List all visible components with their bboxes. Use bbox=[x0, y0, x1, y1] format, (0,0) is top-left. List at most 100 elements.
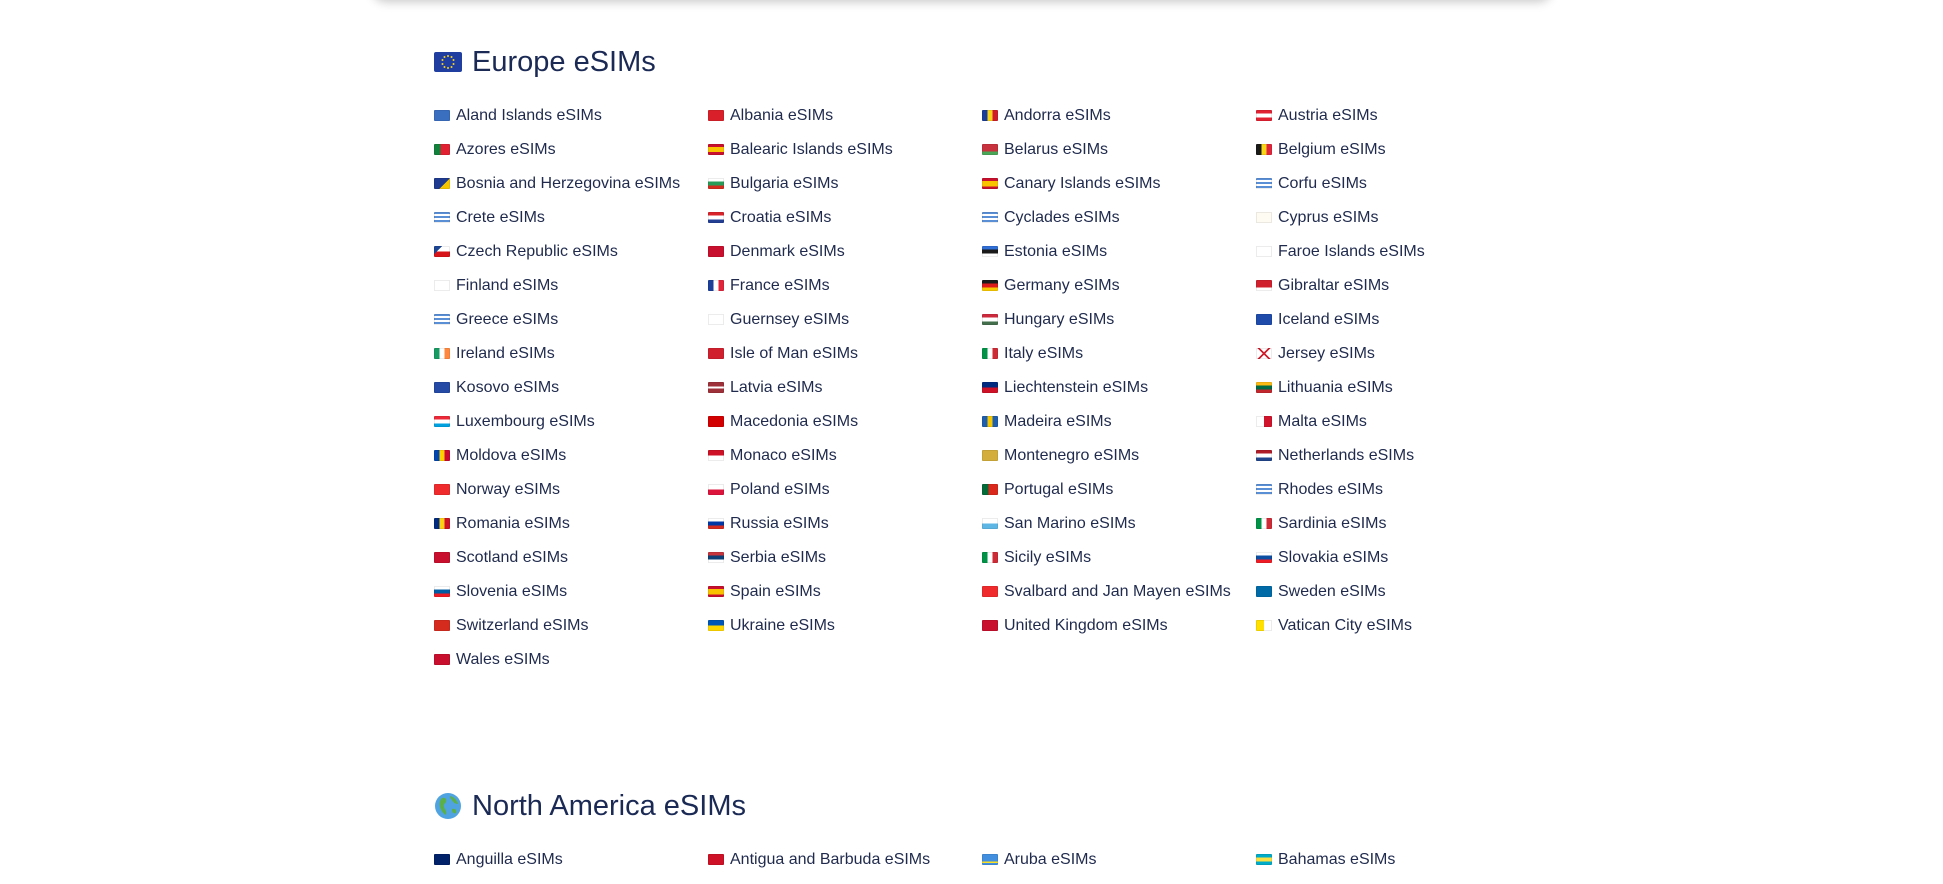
country-link-isle-of-man[interactable]: Isle of Man eSIMs bbox=[708, 342, 982, 366]
country-link-sardinia[interactable]: Sardinia eSIMs bbox=[1256, 512, 1530, 536]
country-link-azores[interactable]: Azores eSIMs bbox=[434, 138, 708, 162]
country-label: Ukraine eSIMs bbox=[730, 617, 835, 634]
country-link-antigua-and-barbuda[interactable]: Antigua and Barbuda eSIMs bbox=[708, 848, 982, 872]
country-link-liechtenstein[interactable]: Liechtenstein eSIMs bbox=[982, 376, 1256, 400]
country-link-andorra[interactable]: Andorra eSIMs bbox=[982, 104, 1256, 128]
country-link-austria[interactable]: Austria eSIMs bbox=[1256, 104, 1530, 128]
country-link-belarus[interactable]: Belarus eSIMs bbox=[982, 138, 1256, 162]
country-label: Croatia eSIMs bbox=[730, 209, 832, 226]
country-link-belgium[interactable]: Belgium eSIMs bbox=[1256, 138, 1530, 162]
germany-flag-icon bbox=[982, 280, 998, 291]
country-link-moldova[interactable]: Moldova eSIMs bbox=[434, 444, 708, 468]
country-link-jersey[interactable]: Jersey eSIMs bbox=[1256, 342, 1530, 366]
country-label: Liechtenstein eSIMs bbox=[1004, 379, 1149, 396]
country-link-spain[interactable]: Spain eSIMs bbox=[708, 580, 982, 604]
country-label: Montenegro eSIMs bbox=[1004, 447, 1140, 464]
country-link-ireland[interactable]: Ireland eSIMs bbox=[434, 342, 708, 366]
country-label: Sicily eSIMs bbox=[1004, 549, 1092, 566]
country-link-hungary[interactable]: Hungary eSIMs bbox=[982, 308, 1256, 332]
eu-flag-icon bbox=[434, 50, 462, 74]
country-link-monaco[interactable]: Monaco eSIMs bbox=[708, 444, 982, 468]
country-link-sicily[interactable]: Sicily eSIMs bbox=[982, 546, 1256, 570]
country-link-san-marino[interactable]: San Marino eSIMs bbox=[982, 512, 1256, 536]
country-label: Jersey eSIMs bbox=[1278, 345, 1375, 362]
country-link-italy[interactable]: Italy eSIMs bbox=[982, 342, 1256, 366]
bahamas-flag-icon bbox=[1256, 854, 1272, 865]
country-link-united-kingdom[interactable]: United Kingdom eSIMs bbox=[982, 614, 1256, 638]
country-label: Bahamas eSIMs bbox=[1278, 851, 1396, 868]
country-link-canary-islands[interactable]: Canary Islands eSIMs bbox=[982, 172, 1256, 196]
country-link-svalbard-and-jan-mayen[interactable]: Svalbard and Jan Mayen eSIMs bbox=[982, 580, 1256, 604]
country-link-albania[interactable]: Albania eSIMs bbox=[708, 104, 982, 128]
country-link-scotland[interactable]: Scotland eSIMs bbox=[434, 546, 708, 570]
country-link-corfu[interactable]: Corfu eSIMs bbox=[1256, 172, 1530, 196]
country-link-netherlands[interactable]: Netherlands eSIMs bbox=[1256, 444, 1530, 468]
country-link-denmark[interactable]: Denmark eSIMs bbox=[708, 240, 982, 264]
country-link-finland[interactable]: Finland eSIMs bbox=[434, 274, 708, 298]
country-label: Isle of Man eSIMs bbox=[730, 345, 859, 362]
country-link-gibraltar[interactable]: Gibraltar eSIMs bbox=[1256, 274, 1530, 298]
country-link-ukraine[interactable]: Ukraine eSIMs bbox=[708, 614, 982, 638]
country-link-madeira[interactable]: Madeira eSIMs bbox=[982, 410, 1256, 434]
country-link-czech-republic[interactable]: Czech Republic eSIMs bbox=[434, 240, 708, 264]
country-link-aland-islands[interactable]: Aland Islands eSIMs bbox=[434, 104, 708, 128]
country-link-macedonia[interactable]: Macedonia eSIMs bbox=[708, 410, 982, 434]
country-link-slovakia[interactable]: Slovakia eSIMs bbox=[1256, 546, 1530, 570]
country-link-malta[interactable]: Malta eSIMs bbox=[1256, 410, 1530, 434]
country-link-sweden[interactable]: Sweden eSIMs bbox=[1256, 580, 1530, 604]
country-label: Lithuania eSIMs bbox=[1278, 379, 1393, 396]
country-link-montenegro[interactable]: Montenegro eSIMs bbox=[982, 444, 1256, 468]
monaco-flag-icon bbox=[708, 450, 724, 461]
country-label: Crete eSIMs bbox=[456, 209, 545, 226]
country-link-lithuania[interactable]: Lithuania eSIMs bbox=[1256, 376, 1530, 400]
romania-flag-icon bbox=[434, 518, 450, 529]
section-title: Europe eSIMs bbox=[434, 44, 1834, 80]
country-link-guernsey[interactable]: Guernsey eSIMs bbox=[708, 308, 982, 332]
country-link-romania[interactable]: Romania eSIMs bbox=[434, 512, 708, 536]
country-link-aruba[interactable]: Aruba eSIMs bbox=[982, 848, 1256, 872]
country-link-rhodes[interactable]: Rhodes eSIMs bbox=[1256, 478, 1530, 502]
country-label: San Marino eSIMs bbox=[1004, 515, 1136, 532]
country-link-germany[interactable]: Germany eSIMs bbox=[982, 274, 1256, 298]
country-link-croatia[interactable]: Croatia eSIMs bbox=[708, 206, 982, 230]
country-label: Ireland eSIMs bbox=[456, 345, 555, 362]
country-link-kosovo[interactable]: Kosovo eSIMs bbox=[434, 376, 708, 400]
netherlands-flag-icon bbox=[1256, 450, 1272, 461]
corfu-flag-icon bbox=[1256, 178, 1272, 189]
country-link-luxembourg[interactable]: Luxembourg eSIMs bbox=[434, 410, 708, 434]
country-link-latvia[interactable]: Latvia eSIMs bbox=[708, 376, 982, 400]
country-link-slovenia[interactable]: Slovenia eSIMs bbox=[434, 580, 708, 604]
italy-flag-icon bbox=[982, 348, 998, 359]
bulgaria-flag-icon bbox=[708, 178, 724, 189]
country-label: Anguilla eSIMs bbox=[456, 851, 563, 868]
country-link-faroe-islands[interactable]: Faroe Islands eSIMs bbox=[1256, 240, 1530, 264]
estonia-flag-icon bbox=[982, 246, 998, 257]
country-link-anguilla[interactable]: Anguilla eSIMs bbox=[434, 848, 708, 872]
country-link-greece[interactable]: Greece eSIMs bbox=[434, 308, 708, 332]
country-link-portugal[interactable]: Portugal eSIMs bbox=[982, 478, 1256, 502]
country-label: Azores eSIMs bbox=[456, 141, 556, 158]
country-link-bahamas[interactable]: Bahamas eSIMs bbox=[1256, 848, 1530, 872]
country-link-wales[interactable]: Wales eSIMs bbox=[434, 648, 708, 672]
country-link-vatican-city[interactable]: Vatican City eSIMs bbox=[1256, 614, 1530, 638]
country-link-estonia[interactable]: Estonia eSIMs bbox=[982, 240, 1256, 264]
country-link-bulgaria[interactable]: Bulgaria eSIMs bbox=[708, 172, 982, 196]
country-link-cyclades[interactable]: Cyclades eSIMs bbox=[982, 206, 1256, 230]
serbia-flag-icon bbox=[708, 552, 724, 563]
country-link-balearic-islands[interactable]: Balearic Islands eSIMs bbox=[708, 138, 982, 162]
country-label: Kosovo eSIMs bbox=[456, 379, 560, 396]
country-link-bosnia-and-herzegovina[interactable]: Bosnia and Herzegovina eSIMs bbox=[434, 172, 708, 196]
country-link-france[interactable]: France eSIMs bbox=[708, 274, 982, 298]
country-link-switzerland[interactable]: Switzerland eSIMs bbox=[434, 614, 708, 638]
country-grid: Aland Islands eSIMs Albania eSIMs Andorra … bbox=[434, 104, 1834, 672]
svalbard-and-jan-mayen-flag-icon bbox=[982, 586, 998, 597]
country-link-crete[interactable]: Crete eSIMs bbox=[434, 206, 708, 230]
country-link-iceland[interactable]: Iceland eSIMs bbox=[1256, 308, 1530, 332]
country-link-norway[interactable]: Norway eSIMs bbox=[434, 478, 708, 502]
country-link-serbia[interactable]: Serbia eSIMs bbox=[708, 546, 982, 570]
country-label: Faroe Islands eSIMs bbox=[1278, 243, 1425, 260]
country-link-poland[interactable]: Poland eSIMs bbox=[708, 478, 982, 502]
country-link-russia[interactable]: Russia eSIMs bbox=[708, 512, 982, 536]
country-link-cyprus[interactable]: Cyprus eSIMs bbox=[1256, 206, 1530, 230]
country-label: Bulgaria eSIMs bbox=[730, 175, 839, 192]
